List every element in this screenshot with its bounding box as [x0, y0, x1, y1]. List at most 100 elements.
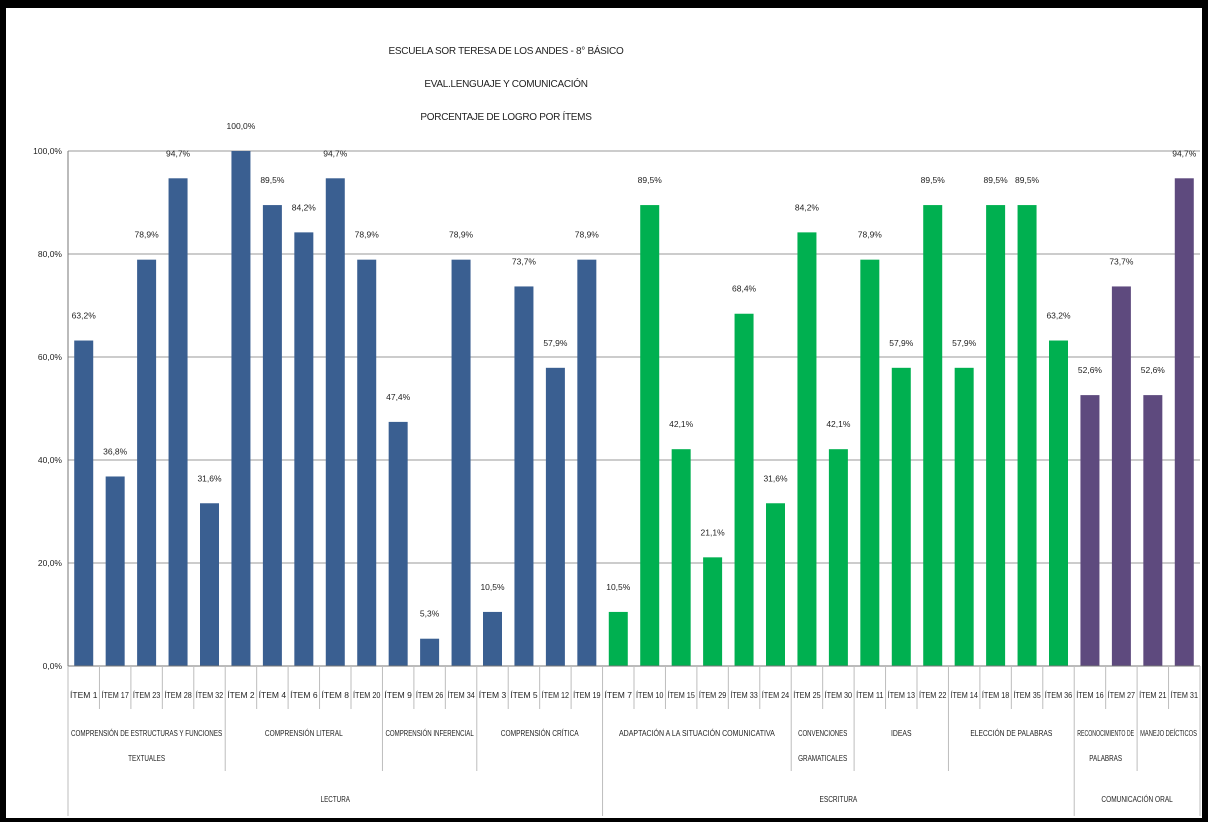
- data-label: 57,9%: [889, 338, 914, 348]
- data-label: 31,6%: [763, 473, 788, 483]
- category-label: ÍTEM 4: [259, 691, 287, 700]
- data-label: 47,4%: [386, 392, 411, 402]
- category-label: ÍTEM 31: [1171, 691, 1199, 700]
- y-tick-label: 40,0%: [38, 455, 63, 465]
- bar: [545, 367, 565, 666]
- category-label: ÍTEM 34: [447, 691, 475, 700]
- category-label: ÍTEM 22: [919, 691, 947, 700]
- subgroup-label: RECONOCIMIENTO DE: [1077, 729, 1134, 738]
- subgroup-label: GRAMATICALES: [798, 754, 847, 763]
- category-label: ÍTEM 27: [1108, 691, 1136, 700]
- data-label: 100,0%: [227, 121, 256, 131]
- data-label: 52,6%: [1141, 365, 1166, 375]
- bar: [137, 259, 157, 666]
- bar: [483, 611, 502, 666]
- chart-frame: ESCUELA SOR TERESA DE LOS ANDES - 8° BÁS…: [6, 8, 1202, 818]
- bar-chart: 0,0% 20,0% 40,0% 60,0% 80,0% 100,0% 63,2% ÍTEM …: [33, 121, 1201, 816]
- data-label: 57,9%: [952, 338, 977, 348]
- data-label: 78,9%: [135, 230, 160, 240]
- bar: [1111, 286, 1131, 666]
- bar: [200, 503, 219, 666]
- data-label: 57,9%: [543, 338, 568, 348]
- bar: [294, 232, 314, 666]
- data-label: 31,6%: [197, 473, 222, 483]
- data-label: 42,1%: [669, 419, 694, 429]
- category-label: ÍTEM 29: [699, 691, 727, 700]
- chart-title-line-3: PORCENTAJE DE LOGRO POR ÍTEMS: [420, 112, 592, 123]
- category-label: ÍTEM 17: [101, 691, 129, 700]
- category-label: ÍTEM 30: [825, 691, 853, 700]
- data-label: 63,2%: [72, 311, 97, 321]
- category-label: ÍTEM 10: [636, 691, 664, 700]
- bar: [514, 286, 534, 666]
- subgroup-label: ADAPTACIÓN A LA SITUACIÓN COMUNICATIVA: [619, 729, 775, 738]
- data-label: 94,7%: [323, 148, 348, 158]
- bar: [923, 205, 943, 666]
- bar: [954, 367, 974, 666]
- category-label: ÍTEM 28: [164, 691, 192, 700]
- subgroup-label: PALABRAS: [1089, 754, 1122, 763]
- bar: [1049, 340, 1068, 666]
- bar: [860, 259, 880, 666]
- bar: [388, 421, 408, 666]
- subgroup-label: MANEJO DEÍCTICOS: [1140, 729, 1197, 738]
- data-label: 68,4%: [732, 284, 757, 294]
- category-label: ÍTEM 6: [290, 691, 318, 700]
- data-label: 89,5%: [260, 175, 285, 185]
- bar: [262, 205, 282, 666]
- group-label: LECTURA: [321, 795, 351, 804]
- data-label: 78,9%: [449, 230, 474, 240]
- data-label: 63,2%: [1046, 311, 1071, 321]
- subgroup-label: TEXTUALES: [128, 754, 165, 763]
- data-label: 89,5%: [921, 175, 946, 185]
- subgroup-label: ELECCIÓN DE PALABRAS: [970, 729, 1052, 738]
- bar: [451, 259, 471, 666]
- y-tick-label: 0,0%: [43, 661, 63, 671]
- bar: [577, 259, 597, 666]
- subgroup-label: COMPRENSIÓN CRÍTICA: [501, 729, 579, 738]
- bar: [703, 557, 723, 666]
- category-label: ÍTEM 36: [1045, 691, 1073, 700]
- data-label: 73,7%: [1109, 256, 1134, 266]
- data-label: 89,5%: [638, 175, 663, 185]
- data-label: 94,7%: [166, 148, 191, 158]
- category-label: ÍTEM 8: [322, 691, 350, 700]
- category-label: ÍTEM 23: [133, 691, 161, 700]
- category-label: ÍTEM 15: [667, 691, 695, 700]
- data-label: 36,8%: [103, 446, 128, 456]
- category-label: ÍTEM 9: [384, 691, 412, 700]
- category-label: ÍTEM 14: [950, 691, 978, 700]
- category-label: ÍTEM 26: [416, 691, 444, 700]
- data-label: 84,2%: [795, 202, 820, 212]
- chart-title-line-1: ESCUELA SOR TERESA DE LOS ANDES - 8° BÁS…: [388, 46, 624, 57]
- bar: [891, 367, 911, 666]
- bar: [1080, 395, 1100, 666]
- subgroup-label: COMPRENSIÓN DE ESTRUCTURAS Y FUNCIONES: [71, 729, 222, 738]
- bar: [608, 611, 628, 666]
- y-tick-label: 80,0%: [38, 249, 63, 259]
- category-label: ÍTEM 35: [1013, 691, 1041, 700]
- data-label: 10,5%: [606, 582, 631, 592]
- data-label: 84,2%: [292, 202, 317, 212]
- bar: [797, 232, 817, 666]
- bar: [74, 340, 94, 666]
- bar: [1017, 205, 1037, 666]
- data-label: 89,5%: [1015, 175, 1040, 185]
- data-label: 78,9%: [575, 230, 600, 240]
- data-label: 78,9%: [858, 230, 883, 240]
- bar: [231, 151, 251, 666]
- category-label: ÍTEM 21: [1139, 691, 1167, 700]
- category-label: ÍTEM 3: [479, 691, 507, 700]
- subgroup-label: CONVENCIONES: [798, 729, 847, 738]
- bar: [828, 449, 848, 666]
- category-label: ÍTEM 1: [70, 691, 98, 700]
- bar: [168, 178, 188, 667]
- bar: [986, 205, 1006, 666]
- category-label: ÍTEM 13: [888, 691, 916, 700]
- category-label: ÍTEM 25: [793, 691, 821, 700]
- data-label: 10,5%: [480, 582, 505, 592]
- bar: [325, 178, 345, 667]
- category-label: ÍTEM 2: [227, 691, 255, 700]
- category-label: ÍTEM 5: [510, 691, 538, 700]
- category-label: ÍTEM 18: [982, 691, 1010, 700]
